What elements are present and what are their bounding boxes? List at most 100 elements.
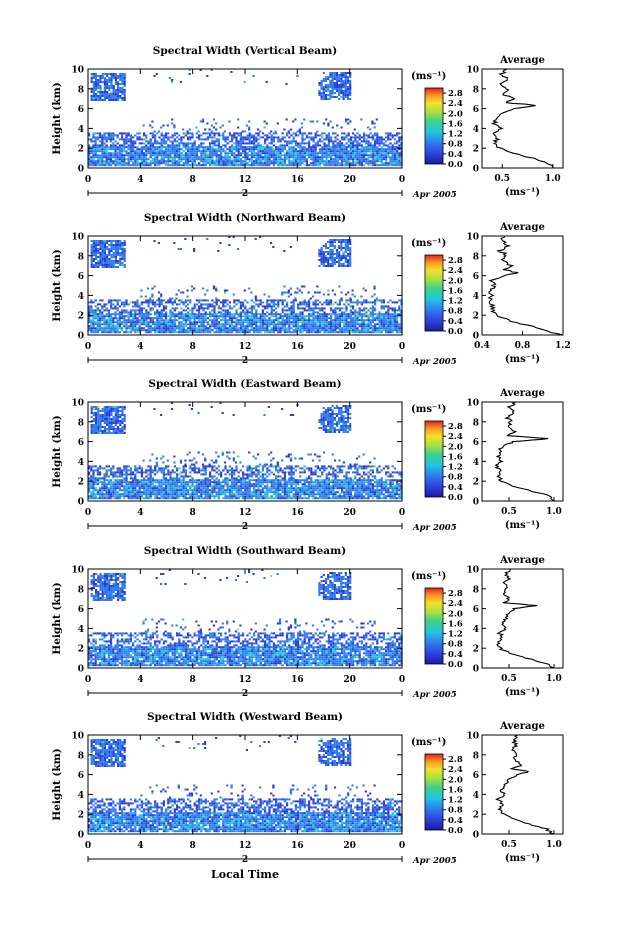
y-tick-label: 2 (78, 811, 84, 821)
y-tick-label: 0 (78, 498, 84, 508)
panel-title: Spectral Width (Eastward Beam) (148, 378, 341, 390)
average-x-tick-label: 1.0 (546, 674, 562, 684)
panel-0: Spectral Width (Vertical Beam) 0 2 4 6 8 10 Hei… (51, 45, 564, 200)
y-tick-label: 8 (78, 585, 84, 595)
colorbar (424, 420, 444, 498)
panel-title: Spectral Width (Westward Beam) (147, 711, 343, 723)
y-tick-label: 8 (78, 252, 84, 262)
x-tick-label: 4 (137, 175, 143, 185)
x-tick-label: 16 (291, 675, 304, 685)
colorbar-tick-label: 0.4 (448, 483, 463, 493)
panel-4: Spectral Width (Westward Beam) 0 2 4 6 8 10 Hei… (51, 711, 564, 866)
day-label: 2 (242, 855, 248, 865)
average-y-tick-label: 10 (466, 399, 479, 409)
y-tick-label: 2 (78, 478, 84, 488)
y-tick-label: 4 (78, 458, 84, 468)
x-tick-label: 0 (85, 342, 91, 352)
y-tick-label: 8 (78, 85, 84, 95)
average-profile-line (496, 568, 555, 669)
x-tick-label: 20 (343, 841, 356, 851)
day-label: 2 (242, 356, 248, 366)
y-tick-label: 4 (78, 292, 84, 302)
average-title: Average (499, 721, 545, 732)
average-profile-line (487, 235, 564, 336)
colorbar-tick-label: 2.8 (448, 589, 463, 599)
average-y-tick-label: 2 (473, 811, 479, 821)
average-frame (481, 68, 564, 169)
average-y-tick-label: 6 (473, 105, 479, 115)
average-profile-line (495, 734, 555, 835)
x-tick-label: 0 (85, 675, 91, 685)
y-tick-label: 10 (71, 233, 84, 243)
colorbar-tick-label: 2.8 (448, 422, 463, 432)
x-tick-label: 16 (291, 342, 304, 352)
colorbar-tick-label: 1.6 (448, 286, 463, 296)
date-label: Apr 2005 (412, 357, 457, 367)
x-tick-label: 0 (399, 508, 405, 518)
colorbar-tick-label: 0.4 (448, 150, 463, 160)
x-axis-label: Local Time (211, 868, 279, 881)
x-tick-label: 0 (399, 841, 405, 851)
average-unit: (ms⁻¹) (505, 687, 540, 698)
average-frame (481, 235, 564, 336)
x-tick-label: 12 (239, 342, 252, 352)
average-unit: (ms⁻¹) (505, 853, 540, 864)
x-tick-label: 8 (190, 342, 196, 352)
heatmap-cells (88, 402, 403, 500)
colorbar-tick-label: 0.0 (448, 660, 463, 670)
panel-title: Spectral Width (Northward Beam) (144, 212, 346, 224)
colorbar-tick-label: 2.0 (448, 609, 463, 619)
y-tick-label: 6 (78, 272, 84, 282)
x-tick-label: 0 (85, 508, 91, 518)
colorbar-tick-label: 1.6 (448, 785, 463, 795)
colorbar-tick-label: 0.8 (448, 806, 463, 816)
colorbar-tick-label: 2.4 (448, 99, 463, 109)
panel-2: Spectral Width (Eastward Beam) 0 2 4 6 8 10 Hei… (51, 378, 564, 533)
y-tick-label: 0 (78, 665, 84, 675)
average-profile-line (490, 68, 554, 169)
average-unit: (ms⁻¹) (505, 354, 540, 365)
average-title: Average (499, 222, 545, 233)
x-tick-label: 8 (190, 675, 196, 685)
colorbar-tick-label: 1.2 (448, 463, 463, 473)
y-axis-label: Height (km) (51, 748, 63, 820)
colorbar-tick-label: 2.8 (448, 256, 463, 266)
average-y-tick-label: 8 (473, 751, 479, 761)
y-axis-label: Height (km) (51, 249, 63, 321)
y-tick-label: 4 (78, 791, 84, 801)
colorbar-tick-label: 0.8 (448, 473, 463, 483)
x-tick-label: 12 (239, 175, 252, 185)
heatmap-cells (88, 69, 403, 167)
x-tick-label: 0 (399, 175, 405, 185)
x-tick-label: 16 (291, 175, 304, 185)
colorbar-tick-label: 2.0 (448, 109, 463, 119)
average-unit: (ms⁻¹) (505, 187, 540, 198)
average-y-tick-label: 4 (473, 292, 479, 302)
y-tick-label: 6 (78, 438, 84, 448)
x-tick-label: 0 (399, 342, 405, 352)
average-x-tick-label: 1.2 (555, 341, 571, 351)
y-tick-label: 8 (78, 751, 84, 761)
colorbar-tick-label: 1.6 (448, 619, 463, 629)
colorbar-tick-label: 2.4 (448, 599, 463, 609)
colorbar-tick-label: 0.0 (448, 160, 463, 170)
colorbar-tick-label: 1.6 (448, 452, 463, 462)
y-axis-label: Height (km) (51, 582, 63, 654)
colorbar-tick-label: 1.2 (448, 630, 463, 640)
average-y-tick-label: 6 (473, 272, 479, 282)
date-label: Apr 2005 (412, 190, 457, 200)
average-y-tick-label: 6 (473, 771, 479, 781)
average-title: Average (499, 55, 545, 66)
average-profile-line (494, 401, 555, 502)
y-tick-label: 6 (78, 105, 84, 115)
average-y-tick-label: 4 (473, 625, 479, 635)
panel-title: Spectral Width (Vertical Beam) (153, 45, 337, 57)
colorbar-tick-label: 1.2 (448, 796, 463, 806)
x-tick-label: 4 (137, 841, 143, 851)
date-label: Apr 2005 (412, 523, 457, 533)
y-tick-label: 6 (78, 771, 84, 781)
average-y-tick-label: 0 (473, 332, 479, 342)
colorbar-tick-label: 0.0 (448, 826, 463, 836)
colorbar-unit: (ms⁻¹) (411, 571, 446, 582)
